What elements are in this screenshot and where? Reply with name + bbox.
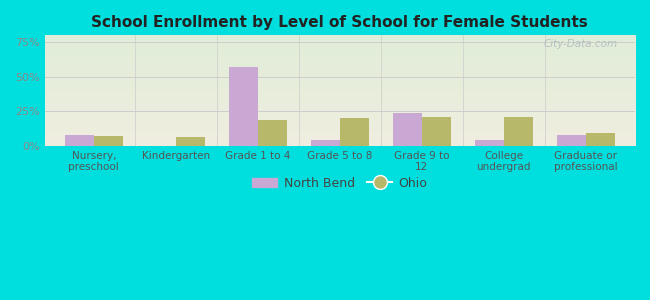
Legend: North Bend, Ohio: North Bend, Ohio (247, 172, 432, 195)
Bar (94, 136, 122, 146)
Bar (258, 119, 287, 146)
Bar (504, 117, 532, 146)
Bar (340, 118, 369, 146)
Bar (557, 135, 586, 146)
Bar (393, 112, 422, 146)
Bar (65, 135, 94, 146)
Bar (475, 140, 504, 146)
Bar (229, 67, 258, 146)
Bar (422, 117, 450, 146)
Text: City-Data.com: City-Data.com (543, 39, 618, 49)
Bar (586, 133, 614, 146)
Bar (176, 137, 205, 146)
Title: School Enrollment by Level of School for Female Students: School Enrollment by Level of School for… (92, 15, 588, 30)
Bar (311, 140, 340, 146)
